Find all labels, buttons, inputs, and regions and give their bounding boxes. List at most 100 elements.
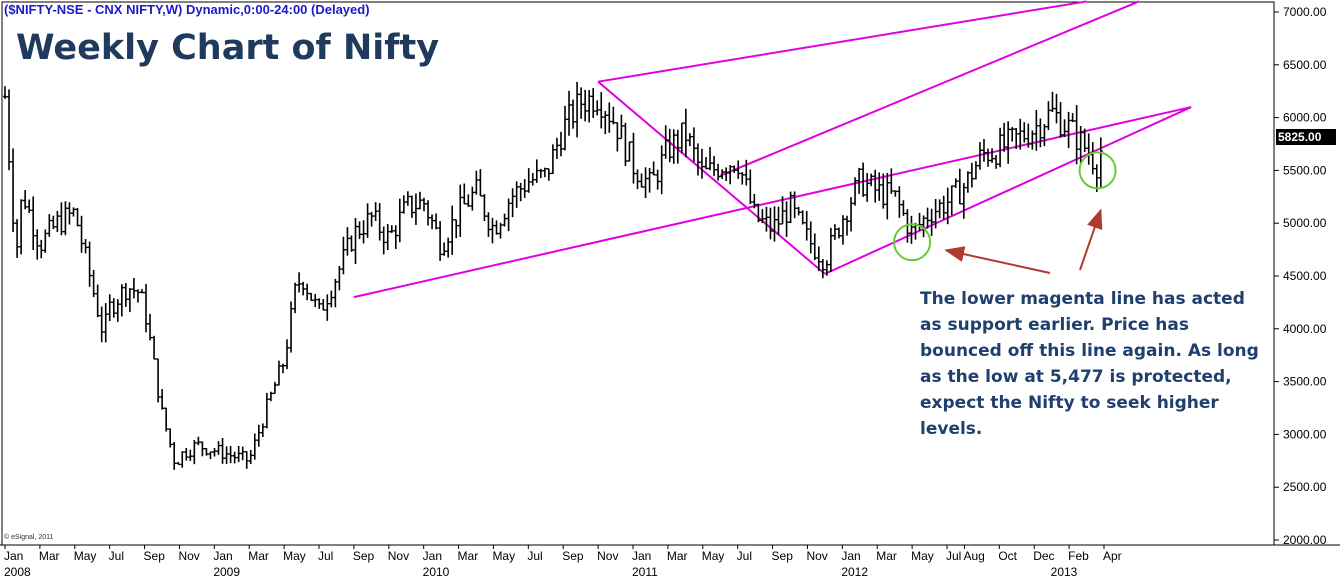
price-bar [631,132,636,184]
price-bar [736,160,741,179]
price-bar [627,141,632,162]
price-bar [949,185,954,216]
price-bar [687,133,692,147]
price-bar [981,139,986,162]
price-bar [877,172,882,201]
price-bar [720,169,725,179]
price-bar [764,206,769,232]
price-bar [486,212,491,237]
price-bar [849,197,854,232]
price-bar [389,225,394,233]
price-bar [458,184,463,237]
price-bar [571,99,576,129]
price-bar [91,269,96,298]
price-bar [1098,137,1103,188]
price-bar [973,161,978,180]
y-tick-label: 3500.00 [1283,375,1327,389]
price-bar [127,288,132,313]
price-bar [1062,119,1067,138]
price-bar [220,438,225,464]
price-bar [663,125,668,159]
annotation-text: The lower magenta line has acted as supp… [920,289,1259,439]
price-bar [7,89,12,171]
price-bar [740,172,745,185]
x-year-label: 2012 [841,565,868,579]
channel-lines [353,0,1192,299]
price-bar [430,214,435,230]
price-bar [873,169,878,203]
x-month-label: Jan [4,549,23,563]
price-bar [816,246,821,272]
price-bar [861,162,866,197]
price-bar [285,339,290,370]
x-month-label: Sep [144,549,166,563]
x-month-label: Jul [527,549,542,563]
price-bar [204,448,209,456]
price-bar [635,169,640,190]
price-bar [712,155,717,176]
price-bar [248,449,253,465]
price-bar [748,169,753,205]
price-bar [160,389,165,410]
price-bar [881,173,886,209]
price-bar [494,220,499,235]
price-bar [115,299,120,322]
price-bar [1038,118,1043,148]
price-bar [1066,111,1071,149]
price-bar [550,144,555,175]
price-bar [236,445,241,463]
price-bar [280,363,285,374]
price-bar [901,200,906,216]
price-bar [63,201,68,236]
price-bar [1058,101,1063,138]
price-bar [434,213,439,230]
price-bar [305,283,310,301]
price-bar [716,163,721,181]
y-axis: 7000.00 6500.00 6000.00 5500.00 5000.00 4500.… [1274,5,1327,547]
price-bar [260,423,265,437]
x-month-label: May [492,549,515,563]
price-bar [780,196,785,225]
price-bar [828,227,833,272]
price-bar [929,208,934,236]
price-bar [961,182,966,219]
price-bar [546,168,551,181]
price-bar [824,260,829,276]
price-bar [510,188,515,218]
price-bar [373,202,378,221]
plot-frame [0,1,1340,546]
y-tick-label: 6500.00 [1283,58,1327,72]
price-bar [792,191,797,219]
price-bar [1022,122,1027,143]
price-bar [990,148,995,163]
x-month-label: Sep [772,549,794,563]
price-bar [313,293,318,308]
price-bar [3,86,7,99]
price-bar [845,215,850,236]
price-bar [276,360,281,386]
price-bar [575,81,580,138]
x-month-label: Jul [737,549,752,563]
price-bar [776,206,781,235]
price-bar [71,207,76,217]
price-bars [3,81,1103,470]
price-bar [244,451,249,469]
price-bar [498,222,503,239]
highlight-circles [893,151,1117,262]
price-bar [478,169,483,197]
price-bar [1042,124,1047,147]
price-bar [655,169,660,190]
price-bar [67,202,72,225]
price-bar [168,428,173,448]
x-axis: Jan Mar May Jul Sep Nov Jan Mar May Jul Sep Nov Jan M… [4,545,1122,579]
price-bar [297,272,302,293]
x-month-label: Mar [667,549,688,563]
price-bar [679,122,684,154]
price-bar [969,162,974,188]
price-bar [796,206,801,216]
x-month-label: May [702,549,725,563]
symbol-line: ($NIFTY-NSE - CNX NIFTY,W) Dynamic,0:00-… [4,2,370,17]
x-month-label: Sep [353,549,375,563]
arrow-to-circle-1 [944,246,1051,274]
price-bar [704,157,709,170]
